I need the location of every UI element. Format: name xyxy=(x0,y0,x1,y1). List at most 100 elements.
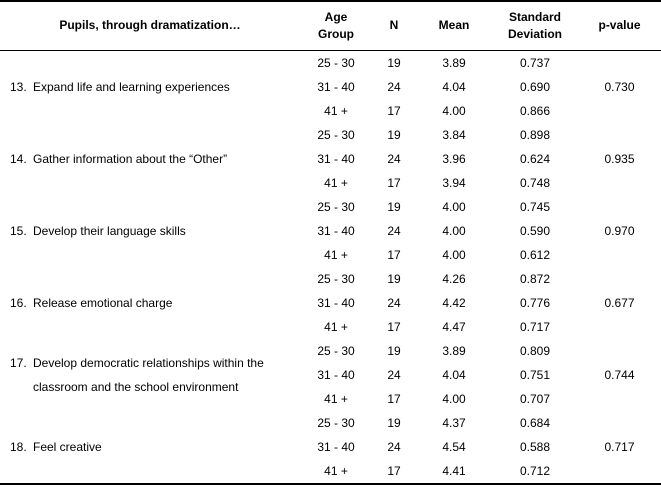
header-age-group-line1: Age xyxy=(324,9,348,24)
header-age-group-line2: Group xyxy=(318,27,354,41)
table-row: 16. Release emotional charge 25 - 30 19 4.26… xyxy=(0,267,661,310)
item-label-cell: 18. Feel creative xyxy=(0,411,300,484)
header-mean: Mean xyxy=(416,1,492,51)
table-row: 41 + 17 4.00 0.612 xyxy=(0,243,661,267)
item-label-cell: 15. Develop their language skills xyxy=(0,195,300,267)
item-label-cell: 13. Expand life and learning experiences xyxy=(0,51,300,124)
cell-standard-deviation: 0.712 xyxy=(519,464,551,478)
table-row: 41 + 17 4.47 0.717 xyxy=(0,315,661,339)
cell-n: 19 xyxy=(387,56,401,70)
item-label-line: 18. Feel creative xyxy=(0,435,300,459)
table-body: 13. Expand life and learning experiences 2… xyxy=(0,51,661,485)
header-p-value: p-value xyxy=(578,1,661,51)
cell-mean: 4.41 xyxy=(442,464,466,478)
cell-n: 19 xyxy=(387,200,401,214)
cell-mean: 4.26 xyxy=(442,272,466,286)
table-row: 31 - 40 24 4.00 0.590 xyxy=(0,219,661,243)
item-label-line: 14. Gather information about the “Other” xyxy=(0,147,300,171)
cell-n: 17 xyxy=(387,248,401,262)
cell-standard-deviation: 0.866 xyxy=(519,104,551,118)
cell-standard-deviation: 0.690 xyxy=(519,80,551,94)
cell-n: 24 xyxy=(387,152,401,166)
cell-mean: 4.00 xyxy=(442,200,466,214)
cell-standard-deviation: 0.809 xyxy=(519,344,551,358)
cell-n: 24 xyxy=(387,224,401,238)
cell-age-group: 41 + xyxy=(324,464,348,478)
cell-mean: 3.89 xyxy=(442,56,466,70)
cell-mean: 4.54 xyxy=(442,440,466,454)
cell-standard-deviation: 0.737 xyxy=(519,56,551,70)
table-row: 13. Expand life and learning experiences 2… xyxy=(0,51,661,94)
cell-standard-deviation: 0.898 xyxy=(519,128,551,142)
item-label: Expand life and learning experiences xyxy=(33,80,230,94)
cell-n: 17 xyxy=(387,176,401,190)
item-label-line: 15. Develop their language skills xyxy=(0,219,300,243)
cell-mean: 3.94 xyxy=(442,176,466,190)
cell-standard-deviation: 0.590 xyxy=(519,224,551,238)
table-row: 31 - 40 24 4.04 0.690 xyxy=(0,75,661,99)
cell-mean: 4.42 xyxy=(442,296,466,310)
cell-age-group: 25 - 30 xyxy=(317,128,355,142)
table-row: 17. Develop democratic relationships with… xyxy=(0,339,661,394)
item-number: 17. xyxy=(10,356,27,370)
cell-age-group: 41 + xyxy=(324,392,348,406)
cell-age-group: 25 - 30 xyxy=(317,56,355,70)
cell-n: 17 xyxy=(387,104,401,118)
cell-standard-deviation: 0.707 xyxy=(519,392,551,406)
cell-age-group: 31 - 40 xyxy=(317,152,355,166)
table-row: 31 - 40 24 4.04 0.751 xyxy=(0,363,661,387)
cell-mean: 3.96 xyxy=(442,152,466,166)
cell-age-group: 31 - 40 xyxy=(317,80,355,94)
item-label: Develop their language skills xyxy=(33,224,186,238)
table-row: 14. Gather information about the “Other” 2… xyxy=(0,123,661,166)
cell-standard-deviation: 0.748 xyxy=(519,176,551,190)
item-label-line: 16. Release emotional charge xyxy=(0,291,300,315)
cell-age-group: 41 + xyxy=(324,176,348,190)
cell-standard-deviation: 0.776 xyxy=(519,296,551,310)
cell-age-group: 31 - 40 xyxy=(317,224,355,238)
item-label-line: 13. Expand life and learning experiences xyxy=(0,75,300,99)
cell-age-group: 41 + xyxy=(324,248,348,262)
item-number: 18. xyxy=(10,440,27,454)
cell-standard-deviation: 0.624 xyxy=(519,152,551,166)
cell-p-value: 0.730 xyxy=(604,80,635,94)
table-row: 41 + 17 4.00 0.707 xyxy=(0,387,661,411)
item-label: Develop democratic relationships within … xyxy=(33,356,264,394)
header-age-group: Age Group xyxy=(300,1,372,51)
cell-p-value: 0.970 xyxy=(604,224,635,238)
table-row: 15. Develop their language skills 25 - 30 1… xyxy=(0,195,661,238)
header-standard-deviation: Standard Deviation xyxy=(492,1,578,51)
cell-p-value: 0.744 xyxy=(604,368,635,382)
cell-age-group: 25 - 30 xyxy=(317,416,355,430)
cell-mean: 4.00 xyxy=(442,392,466,406)
cell-n: 19 xyxy=(387,128,401,142)
table-row: 41 + 17 4.00 0.866 xyxy=(0,99,661,123)
cell-mean: 4.04 xyxy=(442,80,466,94)
cell-mean: 3.89 xyxy=(442,344,466,358)
header-standard-deviation-line1: Standard xyxy=(508,9,561,24)
cell-standard-deviation: 0.684 xyxy=(519,416,551,430)
cell-n: 17 xyxy=(387,392,401,406)
cell-age-group: 31 - 40 xyxy=(317,440,355,454)
table-row: 31 - 40 24 3.96 0.624 xyxy=(0,147,661,171)
cell-mean: 4.37 xyxy=(442,416,466,430)
cell-standard-deviation: 0.612 xyxy=(519,248,551,262)
cell-age-group: 25 - 30 xyxy=(317,200,355,214)
item-label: Gather information about the “Other” xyxy=(33,152,228,166)
item-number: 13. xyxy=(10,80,27,94)
cell-age-group: 41 + xyxy=(324,104,348,118)
item-label-cell: 17. Develop democratic relationships with… xyxy=(0,339,300,411)
cell-age-group: 41 + xyxy=(324,320,348,334)
cell-n: 24 xyxy=(387,440,401,454)
cell-n: 19 xyxy=(387,344,401,358)
header-item: Pupils, through dramatization… xyxy=(0,1,300,51)
cell-n: 24 xyxy=(387,80,401,94)
cell-age-group: 25 - 30 xyxy=(317,344,355,358)
cell-mean: 4.47 xyxy=(442,320,466,334)
cell-standard-deviation: 0.745 xyxy=(519,200,551,214)
item-label-line: 17. Develop democratic relationships with… xyxy=(0,351,300,399)
item-number: 16. xyxy=(10,296,27,310)
header-row: Pupils, through dramatization… Age Group… xyxy=(0,1,661,51)
